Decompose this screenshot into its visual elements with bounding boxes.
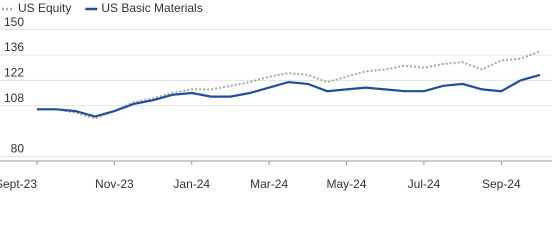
x-tick-label: Jul-24 [408, 177, 441, 191]
y-tick-label: 122 [4, 65, 24, 79]
x-tick-label: Jan-24 [173, 177, 210, 191]
x-tick-label: Sep-24 [482, 177, 521, 191]
legend-label: US Basic Materials [101, 1, 202, 15]
y-tick-label: 150 [4, 15, 24, 29]
x-tick-label: Sept-23 [0, 177, 37, 191]
x-tick-label: May-24 [327, 177, 367, 191]
y-tick-label: 136 [4, 40, 24, 54]
series-line [37, 73, 541, 118]
y-tick-label: 108 [4, 91, 24, 105]
legend-label: US Equity [18, 1, 71, 15]
page: {"chart_data": {"type": "line", "categor… [0, 1, 552, 192]
y-tick-label: 80 [11, 142, 25, 156]
x-tick-label: Nov-23 [95, 177, 134, 191]
chart: 80 108 122 136 150 Sept-23 Nov-23 Jan-24 Mar-24 M… [0, 1, 552, 191]
x-tick-label: Mar-24 [250, 177, 288, 191]
